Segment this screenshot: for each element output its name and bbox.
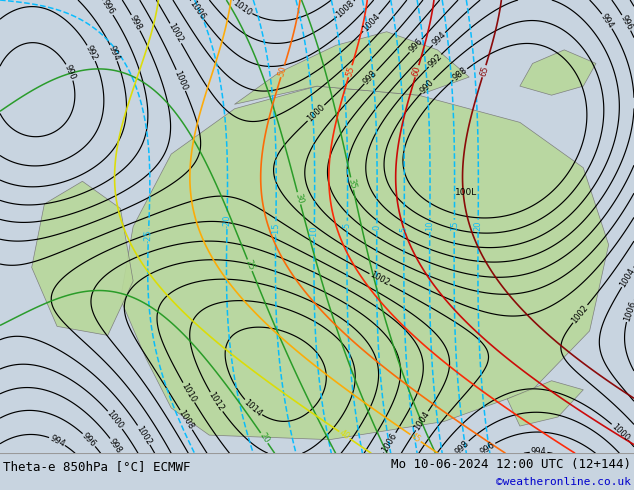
Text: 998: 998	[453, 439, 471, 456]
Text: 1006: 1006	[188, 0, 207, 22]
Text: 1000: 1000	[105, 409, 126, 431]
Text: 100L: 100L	[455, 188, 477, 197]
Text: 994: 994	[48, 434, 67, 448]
Text: 1004: 1004	[618, 266, 634, 289]
Text: 1002: 1002	[570, 303, 590, 325]
Text: 990: 990	[63, 63, 77, 81]
Text: -25: -25	[144, 230, 153, 244]
Text: 30: 30	[294, 192, 305, 204]
Text: 1002: 1002	[368, 270, 391, 288]
Text: 998: 998	[128, 14, 143, 32]
Text: Theta-e 850hPa [°C] ECMWF: Theta-e 850hPa [°C] ECMWF	[3, 460, 191, 473]
Text: 1008: 1008	[335, 0, 356, 20]
Text: 65: 65	[478, 65, 490, 77]
Text: 20: 20	[474, 220, 482, 231]
Text: 1004: 1004	[361, 12, 382, 34]
Text: 996: 996	[619, 14, 634, 32]
Text: Mo 10-06-2024 12:00 UTC (12+144): Mo 10-06-2024 12:00 UTC (12+144)	[391, 458, 631, 471]
Text: 1004: 1004	[413, 410, 432, 432]
Text: 60: 60	[411, 65, 423, 77]
Text: 1000: 1000	[609, 421, 631, 442]
Text: 990: 990	[418, 77, 436, 95]
Text: 998: 998	[362, 69, 379, 86]
Text: 15: 15	[450, 220, 459, 231]
Text: 40: 40	[337, 428, 351, 441]
Text: -15: -15	[271, 222, 280, 236]
Text: 994: 994	[107, 44, 121, 62]
Text: 35: 35	[346, 177, 358, 190]
Text: 55: 55	[344, 65, 356, 77]
Text: 994: 994	[430, 30, 448, 48]
Text: 25: 25	[243, 259, 256, 272]
Text: 1010: 1010	[231, 0, 254, 17]
Text: 5: 5	[399, 226, 409, 232]
Text: 996: 996	[81, 431, 98, 449]
Text: 996: 996	[479, 440, 497, 456]
Text: 1014: 1014	[242, 397, 264, 418]
Text: 992: 992	[426, 52, 444, 70]
Text: ©weatheronline.co.uk: ©weatheronline.co.uk	[496, 477, 631, 487]
Text: 1012: 1012	[207, 391, 226, 413]
Text: 1002: 1002	[167, 22, 184, 45]
Text: 20: 20	[257, 431, 271, 445]
Text: 45: 45	[409, 431, 422, 445]
Text: -10: -10	[309, 225, 319, 239]
Text: 996: 996	[100, 0, 116, 17]
Text: 994: 994	[531, 447, 547, 456]
Text: 1002: 1002	[134, 424, 153, 446]
Text: 0: 0	[372, 225, 382, 230]
Text: 10: 10	[425, 220, 434, 231]
Text: 1006: 1006	[380, 431, 399, 454]
Text: 1006: 1006	[622, 299, 634, 322]
Text: 1000: 1000	[172, 69, 189, 92]
Text: -5: -5	[343, 221, 352, 230]
Text: 996: 996	[407, 37, 424, 55]
Text: 988: 988	[451, 66, 469, 83]
Text: 1010: 1010	[179, 381, 198, 404]
Text: 998: 998	[107, 437, 124, 455]
Text: 1008: 1008	[177, 409, 195, 431]
Text: 994: 994	[599, 12, 615, 30]
Text: -20: -20	[223, 215, 231, 228]
Text: 50: 50	[277, 65, 288, 77]
Text: 992: 992	[84, 44, 99, 62]
Text: 1000: 1000	[305, 102, 327, 123]
